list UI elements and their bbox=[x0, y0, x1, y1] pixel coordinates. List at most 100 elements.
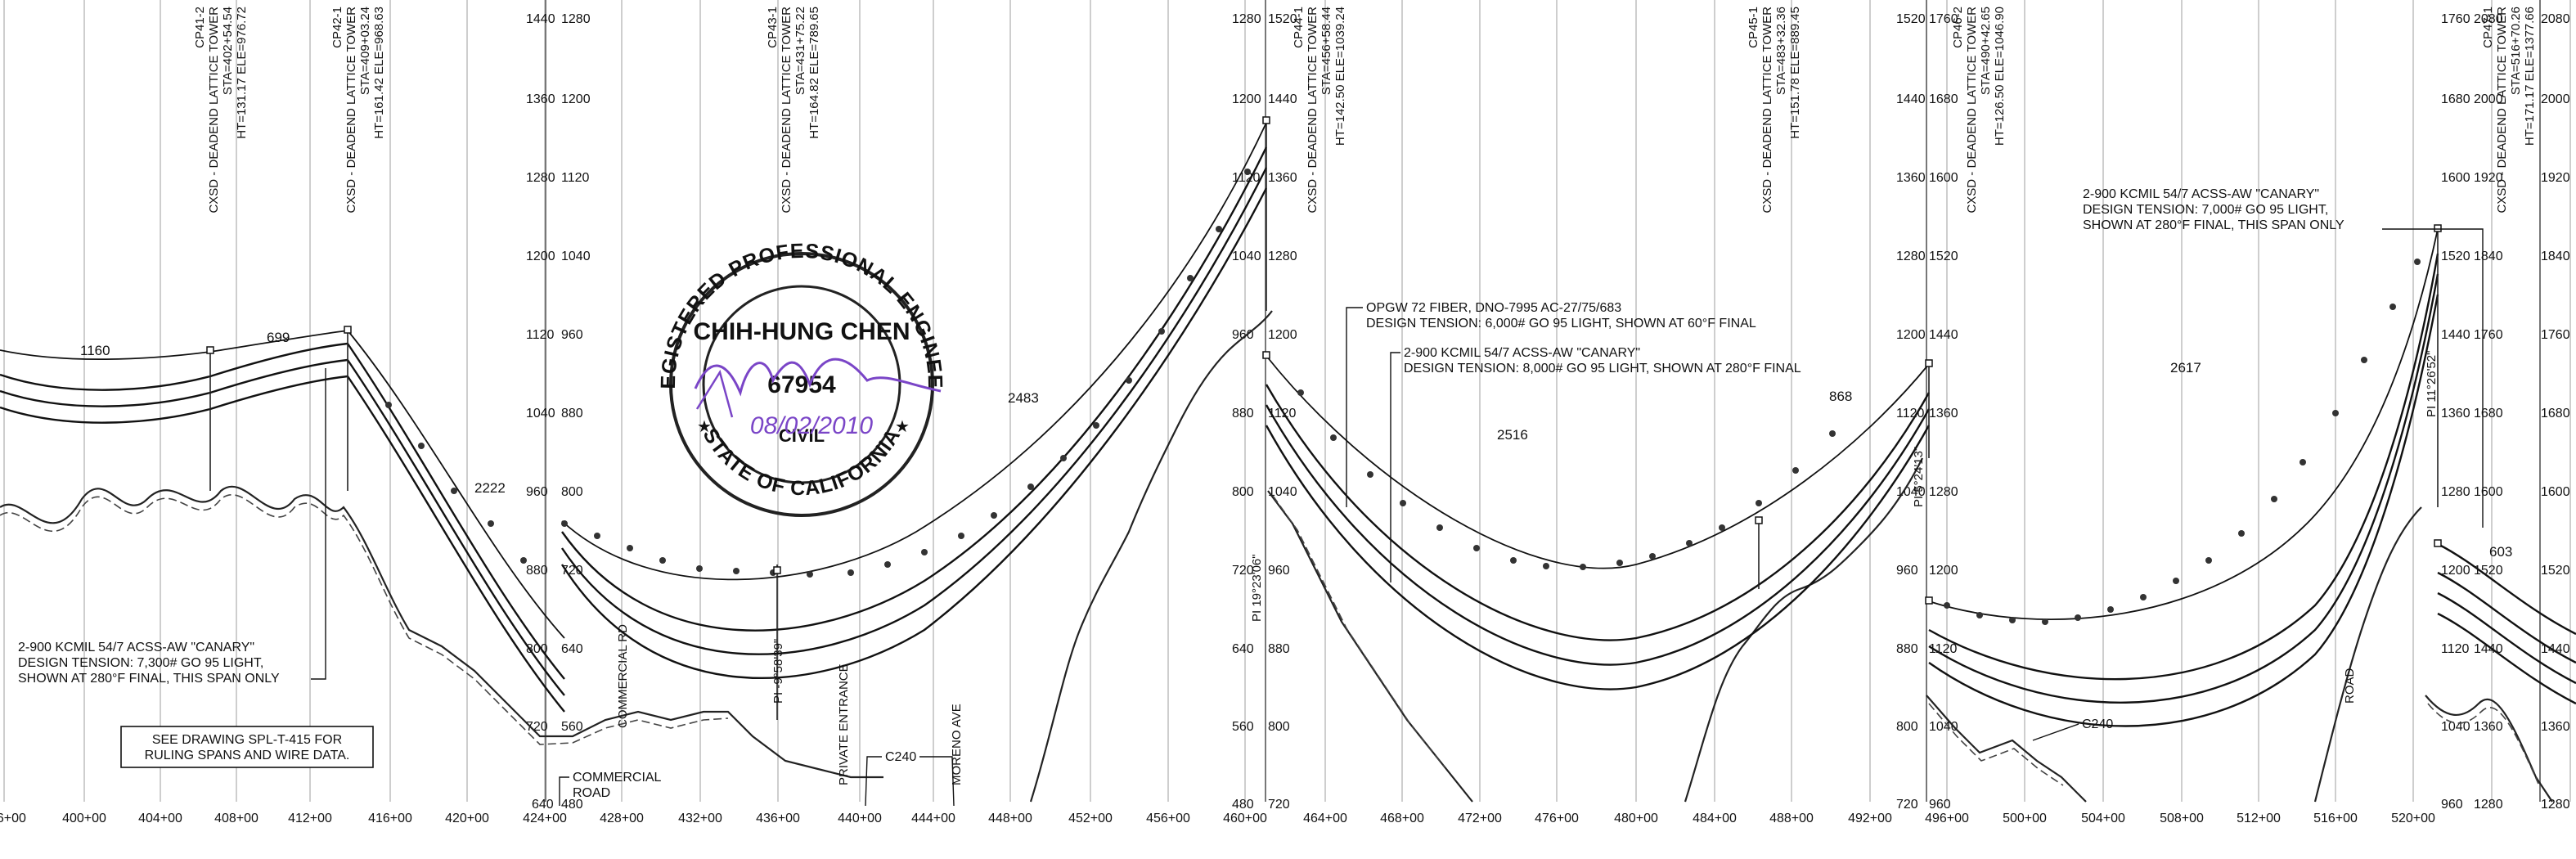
svg-text:520+00: 520+00 bbox=[2391, 812, 2435, 825]
svg-text:492+00: 492+00 bbox=[1848, 812, 1892, 825]
svg-text:640: 640 bbox=[1232, 642, 1254, 656]
label-private-entrance: PRIVATE ENTRANCE bbox=[837, 663, 851, 785]
svg-text:640: 640 bbox=[532, 798, 554, 812]
svg-text:1440: 1440 bbox=[1268, 92, 1297, 106]
svg-text:2080: 2080 bbox=[2474, 12, 2503, 26]
svg-text:436+00: 436+00 bbox=[756, 812, 800, 825]
svg-text:960: 960 bbox=[1929, 798, 1951, 812]
svg-text:496+00: 496+00 bbox=[1925, 812, 1969, 825]
ground-profile bbox=[0, 310, 2553, 803]
svg-text:408+00: 408+00 bbox=[214, 812, 258, 825]
svg-text:1440: 1440 bbox=[1896, 92, 1926, 106]
label-c240-a: C240 bbox=[885, 750, 916, 764]
svg-text:1680: 1680 bbox=[2441, 92, 2470, 106]
svg-text:SHOWN AT 280°F FINAL, THIS SPA: SHOWN AT 280°F FINAL, THIS SPAN ONLY bbox=[2083, 218, 2344, 232]
svg-text:DESIGN TENSION: 7,000# GO 95 L: DESIGN TENSION: 7,000# GO 95 LIGHT, bbox=[2083, 203, 2328, 217]
svg-text:504+00: 504+00 bbox=[2081, 812, 2125, 825]
svg-text:880: 880 bbox=[1268, 642, 1290, 656]
svg-text:460+00: 460+00 bbox=[1223, 812, 1267, 825]
svg-text:1200: 1200 bbox=[526, 250, 555, 263]
svg-text:1360: 1360 bbox=[1268, 171, 1297, 185]
svg-text:1280: 1280 bbox=[1896, 250, 1926, 263]
tower-t3-line1: CP43-1 bbox=[766, 7, 780, 48]
label-pi-3: PI 5°24'13" bbox=[1912, 447, 1926, 507]
svg-text:1200: 1200 bbox=[2441, 564, 2470, 578]
tower-t4-line2: CXSD - DEADEND LATTICE TOWER bbox=[1306, 7, 1319, 214]
stamp-name: CHIH-HUNG CHEN bbox=[694, 318, 910, 345]
svg-text:800: 800 bbox=[1268, 720, 1290, 734]
svg-text:1120: 1120 bbox=[1268, 407, 1297, 421]
span-g: 2617 bbox=[2170, 360, 2201, 376]
svg-text:1120: 1120 bbox=[2441, 642, 2470, 656]
svg-text:1680: 1680 bbox=[1929, 92, 1958, 106]
svg-text:396+00: 396+00 bbox=[0, 812, 26, 825]
label-commercial-rd: COMMERCIAL RD bbox=[616, 624, 630, 728]
svg-text:440+00: 440+00 bbox=[838, 812, 882, 825]
svg-text:DESIGN TENSION: 8,000# GO 95 L: DESIGN TENSION: 8,000# GO 95 LIGHT, SHOW… bbox=[1404, 362, 1801, 376]
tower-t7-line1: CP47-1 bbox=[2481, 7, 2495, 48]
svg-text:508+00: 508+00 bbox=[2160, 812, 2204, 825]
svg-text:464+00: 464+00 bbox=[1303, 812, 1347, 825]
svg-text:SHOWN AT 280°F FINAL, THIS SPA: SHOWN AT 280°F FINAL, THIS SPAN ONLY bbox=[18, 672, 280, 686]
tower-t2-line2: CXSD - DEADEND LATTICE TOWER bbox=[344, 7, 358, 214]
svg-text:1120: 1120 bbox=[561, 171, 590, 185]
pi-labels: PI -9°58'39" PI 19°23'06" PI 5°24'13" PI… bbox=[771, 351, 2439, 704]
tower-t5-line3: STA=483+32.36 bbox=[1774, 7, 1788, 95]
svg-text:RULING SPANS AND WIRE DATA.: RULING SPANS AND WIRE DATA. bbox=[145, 749, 350, 762]
tower-t1-line4: HT=131.17 ELE=976.72 bbox=[235, 7, 249, 139]
svg-text:476+00: 476+00 bbox=[1535, 812, 1579, 825]
svg-text:720: 720 bbox=[526, 720, 548, 734]
tower-t4-line4: HT=142.50 ELE=1039.24 bbox=[1333, 7, 1347, 146]
svg-text:800: 800 bbox=[561, 485, 583, 499]
svg-text:1280: 1280 bbox=[561, 12, 591, 26]
svg-text:1520: 1520 bbox=[2541, 564, 2570, 578]
svg-text:1840: 1840 bbox=[2474, 250, 2503, 263]
svg-text:1760: 1760 bbox=[2441, 12, 2470, 26]
svg-text:1360: 1360 bbox=[2541, 720, 2570, 734]
svg-text:2-900 KCMIL 54/7 ACSS-AW "CANA: 2-900 KCMIL 54/7 ACSS-AW "CANARY" bbox=[18, 641, 254, 654]
span-f: 868 bbox=[1829, 389, 1852, 404]
svg-text:448+00: 448+00 bbox=[988, 812, 1032, 825]
svg-text:480: 480 bbox=[1232, 798, 1254, 812]
svg-text:720: 720 bbox=[561, 564, 583, 578]
svg-text:1040: 1040 bbox=[1896, 485, 1926, 499]
svg-text:880: 880 bbox=[1896, 642, 1918, 656]
svg-text:720: 720 bbox=[1896, 798, 1918, 812]
svg-text:1120: 1120 bbox=[1929, 642, 1958, 656]
svg-text:1600: 1600 bbox=[2441, 171, 2470, 185]
station-grid bbox=[3, 0, 2571, 802]
svg-text:404+00: 404+00 bbox=[138, 812, 182, 825]
tower-t4-line3: STA=456+58.44 bbox=[1319, 7, 1333, 95]
stamp-star-left: ★ bbox=[697, 418, 712, 436]
svg-text:424+00: 424+00 bbox=[523, 812, 567, 825]
svg-text:1840: 1840 bbox=[2541, 250, 2570, 263]
svg-text:1920: 1920 bbox=[2474, 171, 2503, 185]
svg-text:488+00: 488+00 bbox=[1769, 812, 1814, 825]
svg-text:1200: 1200 bbox=[561, 92, 591, 106]
tower-t5-line4: HT=151.78 ELE=889.45 bbox=[1788, 7, 1802, 139]
tower-t2-line4: HT=161.42 ELE=968.63 bbox=[372, 7, 386, 139]
conductors bbox=[0, 122, 2576, 727]
svg-text:1040: 1040 bbox=[1268, 485, 1297, 499]
svg-text:720: 720 bbox=[1232, 564, 1254, 578]
tower-t1-line2: CXSD - DEADEND LATTICE TOWER bbox=[207, 7, 221, 214]
svg-text:1520: 1520 bbox=[1268, 12, 1297, 26]
svg-text:1440: 1440 bbox=[1929, 328, 1958, 342]
svg-text:880: 880 bbox=[526, 564, 548, 578]
svg-text:960: 960 bbox=[2441, 798, 2463, 812]
tower-t6-line2: CXSD - DEADEND LATTICE TOWER bbox=[1965, 7, 1979, 214]
svg-text:560: 560 bbox=[561, 720, 583, 734]
svg-text:720: 720 bbox=[1268, 798, 1290, 812]
label-commercial-road-1: COMMERCIAL bbox=[573, 771, 662, 785]
svg-text:880: 880 bbox=[561, 407, 583, 421]
svg-text:432+00: 432+00 bbox=[678, 812, 722, 825]
svg-text:1760: 1760 bbox=[2541, 328, 2570, 342]
svg-text:1200: 1200 bbox=[1896, 328, 1926, 342]
label-pi-4: PI 11°26'52" bbox=[2425, 351, 2439, 417]
svg-text:1440: 1440 bbox=[2541, 642, 2570, 656]
svg-text:1280: 1280 bbox=[2441, 485, 2470, 499]
svg-text:416+00: 416+00 bbox=[368, 812, 412, 825]
svg-text:1120: 1120 bbox=[1896, 407, 1925, 421]
svg-text:1280: 1280 bbox=[1268, 250, 1297, 263]
